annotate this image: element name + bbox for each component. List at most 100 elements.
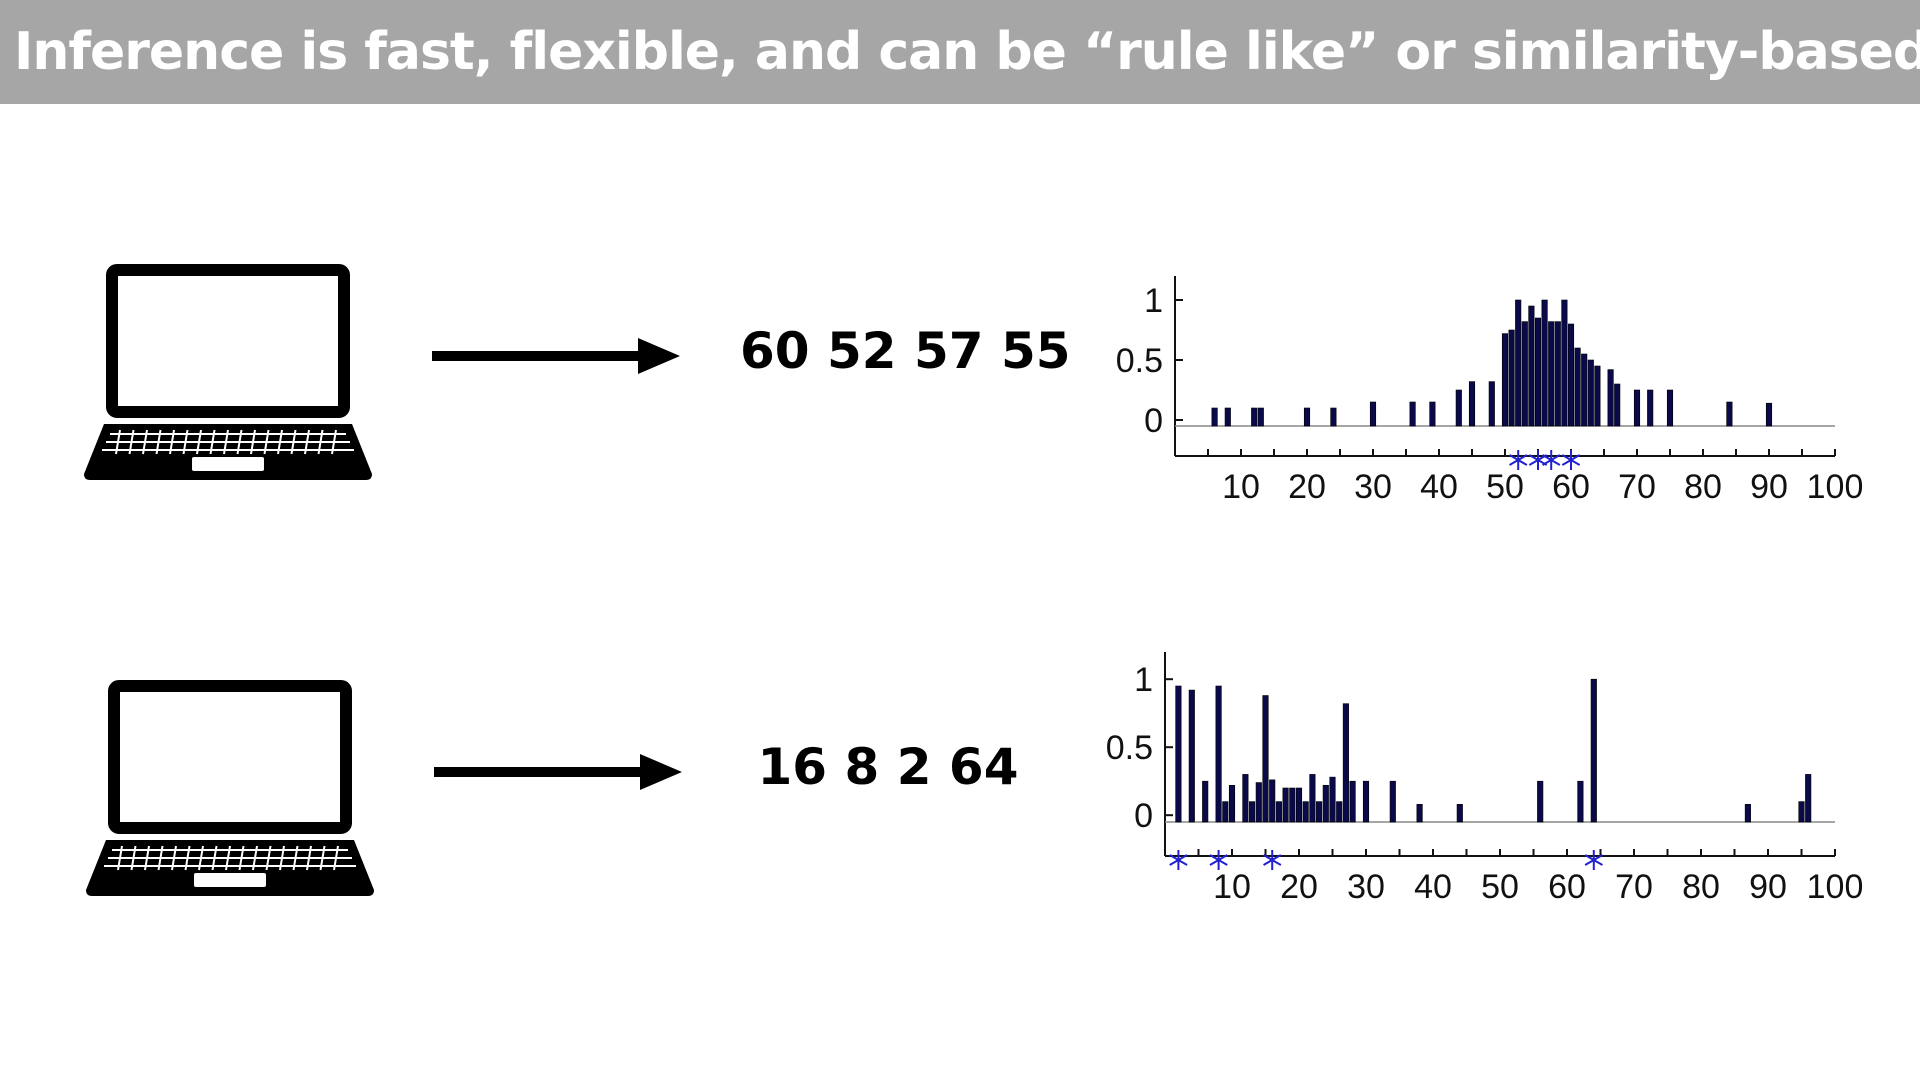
bar — [1242, 774, 1249, 823]
bar — [1574, 347, 1581, 427]
page-title: Inference is fast, flexible, and can be … — [14, 22, 1920, 82]
y-tick-label: 1 — [1134, 661, 1153, 699]
x-tick-label: 100 — [1807, 868, 1864, 906]
bar — [1805, 774, 1812, 823]
y-tick-label: 0 — [1144, 402, 1163, 440]
sequence-text: 60 52 57 55 — [740, 322, 1071, 380]
example-star — [1584, 850, 1603, 870]
x-tick-label: 30 — [1347, 868, 1385, 906]
bar — [1369, 401, 1377, 427]
bar — [1255, 782, 1262, 823]
chart-rule: 0 0.5 1 10 20 30 40 50 60 70 80 90 100 — [1106, 652, 1864, 906]
bar — [1508, 329, 1515, 427]
x-tick-label: 10 — [1213, 868, 1251, 906]
bar — [1336, 801, 1343, 823]
x-tick-label: 10 — [1222, 468, 1260, 506]
y-tick-label: 0 — [1134, 797, 1153, 835]
bar — [1567, 323, 1575, 427]
bar — [1330, 407, 1337, 427]
bar — [1175, 685, 1182, 823]
bar — [1594, 365, 1601, 427]
bar — [1548, 321, 1555, 427]
bar — [1409, 401, 1416, 427]
bar — [1289, 787, 1296, 823]
title-bar: Inference is fast, flexible, and can be … — [0, 0, 1920, 104]
bar — [1224, 407, 1231, 427]
bar — [1577, 780, 1584, 823]
bar — [1468, 381, 1476, 427]
bar — [1282, 787, 1289, 823]
bar — [1202, 780, 1209, 823]
bar — [1528, 305, 1535, 427]
bar — [1798, 801, 1805, 823]
bar — [1501, 333, 1509, 427]
bar — [1607, 369, 1614, 427]
bar — [1541, 299, 1548, 427]
example-star — [1263, 850, 1282, 870]
bar — [1249, 801, 1256, 823]
bar — [1455, 389, 1462, 427]
bar — [1309, 774, 1316, 823]
example-star — [1561, 450, 1581, 470]
bar — [1488, 381, 1495, 427]
x-tick-label: 80 — [1684, 468, 1722, 506]
x-tick-label: 40 — [1414, 868, 1452, 906]
bar — [1515, 299, 1522, 427]
bar — [1329, 776, 1336, 823]
bar — [1554, 321, 1561, 427]
laptop-icon — [84, 264, 372, 480]
bar — [1342, 703, 1349, 823]
y-tick-label: 1 — [1144, 282, 1163, 320]
bar — [1587, 359, 1594, 427]
arrow-right-icon — [434, 754, 682, 790]
bar — [1765, 402, 1773, 427]
x-tick-label: 30 — [1354, 468, 1392, 506]
example-star — [1542, 450, 1561, 470]
bar — [1666, 389, 1674, 427]
bar — [1295, 787, 1303, 823]
y-tick-label: 0.5 — [1116, 342, 1163, 380]
bar — [1456, 804, 1463, 823]
bar — [1633, 389, 1641, 427]
arrow-right-icon — [432, 338, 680, 374]
bar — [1322, 784, 1329, 823]
example-star — [1209, 850, 1228, 870]
chart-similarity: 0 0.5 1 10 20 30 40 50 60 70 80 90 100 — [1116, 276, 1864, 506]
bar — [1416, 804, 1423, 823]
x-tick-label: 50 — [1486, 468, 1524, 506]
bar — [1581, 353, 1588, 427]
bar — [1316, 801, 1323, 823]
x-tick-label: 20 — [1280, 868, 1318, 906]
bar — [1647, 389, 1654, 427]
x-tick-label: 20 — [1288, 468, 1326, 506]
example-star — [1169, 850, 1188, 870]
bar — [1262, 695, 1269, 823]
x-tick-label: 50 — [1481, 868, 1519, 906]
bar — [1211, 407, 1218, 427]
bar — [1534, 317, 1542, 427]
bar — [1302, 801, 1309, 823]
x-tick-label: 60 — [1548, 868, 1586, 906]
bar — [1275, 801, 1282, 823]
bar — [1303, 407, 1311, 427]
bar — [1726, 401, 1733, 427]
bar — [1222, 801, 1229, 823]
sequence-text: 16 8 2 64 — [757, 738, 1019, 796]
x-tick-label: 60 — [1552, 468, 1590, 506]
bar — [1251, 407, 1258, 427]
bar — [1349, 780, 1356, 823]
x-tick-label: 100 — [1807, 468, 1864, 506]
bar — [1362, 780, 1370, 823]
bar — [1228, 784, 1236, 823]
x-tick-label: 70 — [1615, 868, 1653, 906]
bar — [1521, 321, 1528, 427]
bar — [1269, 779, 1276, 823]
bar — [1744, 804, 1751, 823]
bar — [1188, 689, 1195, 823]
bar — [1614, 383, 1621, 427]
x-tick-label: 70 — [1618, 468, 1656, 506]
y-tick-label: 0.5 — [1106, 729, 1153, 767]
bar — [1429, 401, 1436, 427]
laptop-icon — [86, 680, 374, 896]
bar — [1257, 407, 1264, 427]
